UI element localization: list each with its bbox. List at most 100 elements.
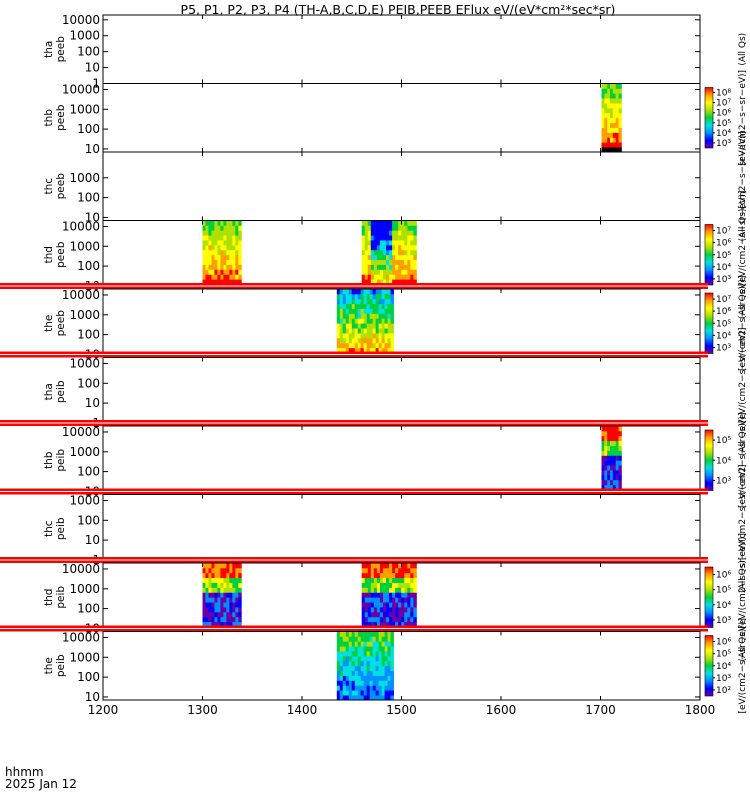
spectrogram-cell <box>381 641 385 647</box>
spectrogram-cell <box>342 347 347 353</box>
spectrogram-cell <box>208 602 212 608</box>
spectrogram-cell <box>373 259 378 265</box>
spectrogram-cell <box>202 225 206 231</box>
spectrogram-cell <box>363 313 368 319</box>
spectrogram-cell <box>339 308 344 314</box>
spectrogram-cell <box>612 445 617 451</box>
colorbar <box>704 292 714 354</box>
spectrogram-cell <box>379 235 384 241</box>
spectrogram-cell <box>360 641 365 647</box>
spectrogram-cell <box>235 264 239 270</box>
spectrogram-cell <box>348 323 353 329</box>
spectrogram-cell <box>384 695 388 701</box>
spectrogram-cell <box>373 582 378 588</box>
spectrogram-cell <box>342 655 347 662</box>
spectrogram-cell <box>381 685 385 691</box>
spectrogram-cell <box>220 577 224 583</box>
spectrogram-cell <box>217 235 221 241</box>
spectrogram-cell <box>363 655 368 662</box>
colorbar-label: 10³ <box>716 674 731 684</box>
y-tick-label: 1000 <box>69 29 100 43</box>
spectrogram-cell <box>339 631 344 637</box>
spectrogram-cell <box>342 670 347 676</box>
spectrogram-cell <box>342 651 347 657</box>
spectrogram-cell <box>378 342 383 349</box>
spectrogram-cell <box>390 660 394 667</box>
spectrogram-cell <box>381 289 385 295</box>
spectrogram-cell <box>378 323 383 329</box>
spectrogram-cell <box>382 225 387 231</box>
spectrogram-cell <box>376 563 381 569</box>
spectrogram-cell <box>342 313 347 319</box>
spectrogram-cell <box>376 244 381 251</box>
spectrogram-cell <box>382 259 387 265</box>
spectrogram-cell <box>615 103 619 109</box>
spectrogram-cell <box>369 680 374 686</box>
spectrogram-cell <box>366 685 371 691</box>
spectrogram-cell <box>389 621 393 627</box>
spectrogram-cell <box>348 303 353 309</box>
spectrogram-cell <box>373 616 378 623</box>
spectrogram-cell <box>376 621 381 627</box>
spectrogram-cell <box>389 611 393 618</box>
spectrogram-cell <box>351 660 356 667</box>
spectrogram-cell <box>354 675 359 681</box>
spectrogram-cell <box>615 435 619 442</box>
spectrogram-cell <box>348 636 353 642</box>
spectrogram-cell <box>366 646 371 652</box>
spectrogram-cell <box>413 225 417 231</box>
spectrogram-cell <box>392 567 396 574</box>
spectrogram-cell <box>392 607 396 613</box>
spectrogram-cell <box>404 597 408 603</box>
spectrogram-cell <box>211 259 215 265</box>
spectrogram-cell <box>413 269 417 275</box>
spectrogram-cell <box>413 264 417 270</box>
spectrogram-cell <box>229 240 233 246</box>
spectrogram-cell <box>612 479 617 486</box>
spectrogram-cell <box>229 597 233 603</box>
spectrogram-cell <box>372 333 377 339</box>
spectrogram-cell <box>220 274 224 280</box>
spectrogram-cell <box>401 259 405 265</box>
spectrogram-cell <box>604 450 608 456</box>
spectrogram-cell <box>217 602 221 608</box>
spectrogram-cell <box>238 611 242 618</box>
spectrogram-cell <box>390 313 394 319</box>
spectrogram-cell <box>407 602 411 608</box>
spectrogram-cell <box>208 220 212 226</box>
spectrogram-cell <box>202 279 206 285</box>
spectrogram-cell <box>361 220 366 226</box>
spectrogram-cell <box>381 660 385 667</box>
spectrogram-cell <box>369 308 374 314</box>
spectrogram-cell <box>364 582 369 588</box>
spectrogram-cell <box>392 592 396 598</box>
y-axis-label: tha <box>43 41 55 58</box>
spectrogram-cell <box>398 249 402 256</box>
spectrogram-cell <box>226 259 230 265</box>
spectrogram-cell <box>345 323 350 329</box>
spectrogram-cell <box>392 235 396 241</box>
spectrogram-cell <box>208 582 212 588</box>
spectrogram-cell <box>604 479 608 486</box>
spectrogram-cell <box>375 655 380 662</box>
spectrogram-cell <box>612 137 617 143</box>
spectrogram-cell <box>342 318 347 324</box>
spectrogram-cell <box>364 587 369 593</box>
spectrogram-cell <box>392 611 396 618</box>
spectrogram-cell <box>373 264 378 270</box>
spectrogram-cell <box>232 220 236 226</box>
spectrogram-cell <box>354 342 359 349</box>
spectrogram-cell <box>369 347 374 353</box>
spectrogram-cell <box>382 607 387 613</box>
spectrogram-cell <box>401 230 405 236</box>
spectrogram-cell <box>351 680 356 686</box>
colorbar-title: (All Qs)[cm2−s−sr−eV)] <box>738 131 748 241</box>
spectrogram-cell <box>369 293 374 300</box>
spectrogram-cell <box>345 333 350 339</box>
spectrogram-cell <box>604 435 608 442</box>
spectrogram-cell <box>378 631 383 637</box>
spectrogram-cell <box>361 244 366 251</box>
spectrogram-cell <box>604 445 608 451</box>
spectrogram-cell <box>354 685 359 691</box>
spectrogram-cell <box>354 333 359 339</box>
